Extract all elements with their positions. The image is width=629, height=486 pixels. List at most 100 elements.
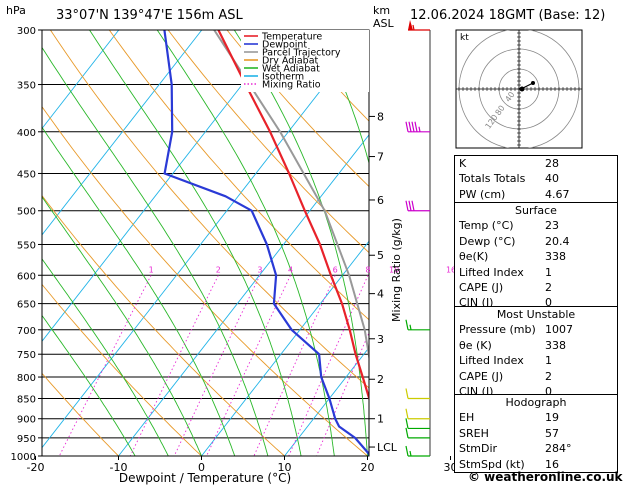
plot-frame xyxy=(41,29,370,457)
most-unstable-value: 1007 xyxy=(545,323,573,337)
wind-barb-halfflag xyxy=(418,126,421,132)
hodograph-param-value: 284° xyxy=(545,442,572,456)
wind-barb-halfflag xyxy=(409,450,412,457)
hodograph-param-label: StmSpd (kt) xyxy=(459,457,525,471)
index-label: K xyxy=(459,157,467,170)
credit-text: © weatheronline.co.uk xyxy=(468,470,623,484)
wet-adiabat-line xyxy=(42,258,169,456)
hodograph-storm-motion-point xyxy=(519,86,525,92)
km-tick-label: 5 xyxy=(377,249,384,262)
isotherm-line xyxy=(42,30,203,236)
wind-barb-flag xyxy=(408,200,412,211)
isotherm-line xyxy=(118,134,369,456)
temperature-line xyxy=(217,30,369,402)
surface-label: CAPE (J) xyxy=(459,280,504,294)
wind-barb-pennant xyxy=(408,20,413,30)
surface-row: Lifted Index 1 xyxy=(455,265,617,280)
index-label: PW (cm) xyxy=(459,187,506,201)
km-tick-label: 3 xyxy=(377,333,384,346)
index-value: 28 xyxy=(545,157,559,170)
wet-adiabat-line xyxy=(42,196,202,456)
hodograph-param-value: 16 xyxy=(545,457,559,471)
hodograph-param-label: SREH xyxy=(459,426,489,440)
surface-value: 20.4 xyxy=(545,234,570,248)
pressure-tick-label: 800 xyxy=(17,373,36,384)
surface-value: 1 xyxy=(545,265,552,279)
datetime-title: 12.06.2024 18GMT (Base: 12) xyxy=(410,8,606,23)
temperature-tick-label: 0 xyxy=(198,461,205,474)
wet-adiabat-line xyxy=(89,30,302,456)
wind-barb xyxy=(405,418,430,430)
hodograph-table-title: Hodograph xyxy=(455,394,617,410)
surface-value: 23 xyxy=(545,219,559,233)
most-unstable-value: 1 xyxy=(545,354,552,368)
temperature-tick-label: 20 xyxy=(361,461,375,474)
surface-panel: Surface Temp (°C) 23 Dewp (°C) 20.4 θe(K) 338… xyxy=(454,202,618,312)
wet-adiabat-line xyxy=(42,314,136,456)
km-tick-label: LCL xyxy=(377,441,398,454)
wind-barb-flag xyxy=(411,200,415,211)
wind-barb xyxy=(405,427,430,439)
mixing-ratio-line xyxy=(129,275,219,456)
mixing-ratio-label: 16 xyxy=(446,265,456,274)
mixing-ratio-label: 3 xyxy=(257,265,262,274)
wind-barb xyxy=(405,388,430,400)
surface-row: Dewp (°C) 20.4 xyxy=(455,234,617,249)
most-unstable-label: θe (K) xyxy=(459,338,492,352)
hodograph-param-row: StmSpd (kt) 16 xyxy=(455,457,617,472)
surface-row: θe(K) 338 xyxy=(455,249,617,264)
mixing-ratio-axis-label: Mixing Ratio (g/kg) xyxy=(390,218,403,322)
most-unstable-label: Pressure (mb) xyxy=(459,323,536,337)
most-unstable-row: Pressure (mb) 1007 xyxy=(455,322,617,337)
wet-adiabat-line xyxy=(317,30,369,165)
hodograph-param-row: SREH 57 xyxy=(455,426,617,441)
mixing-ratio-line xyxy=(253,275,336,456)
parcel-trajectory-line xyxy=(213,30,369,362)
wind-barb xyxy=(405,319,430,331)
temperature-tick-label: 10 xyxy=(278,461,292,474)
km-tick-label: 7 xyxy=(377,151,384,164)
surface-title: Surface xyxy=(455,202,617,218)
isotherm-line xyxy=(617,30,629,456)
legend-label: Wet Adiabat xyxy=(262,64,320,75)
pressure-tick-label: 700 xyxy=(17,326,36,337)
dry-adiabat-line xyxy=(50,30,369,389)
asl-unit-label: ASL xyxy=(373,17,394,30)
km-tick-label: 2 xyxy=(377,373,384,386)
wind-barb-flag xyxy=(405,388,409,399)
hodograph-unit-label: kt xyxy=(460,33,469,43)
km-unit-label: km xyxy=(373,4,391,17)
wet-adiabat-line xyxy=(42,126,236,456)
wind-barb-flag xyxy=(408,121,412,132)
wind-barb xyxy=(405,408,430,420)
wind-barb-flag xyxy=(405,319,409,330)
hodograph-param-row: StmDir 284° xyxy=(455,441,617,456)
surface-row: CAPE (J) 2 xyxy=(455,280,617,295)
index-value: 4.67 xyxy=(545,187,570,201)
mixing-ratio-label: 4 xyxy=(288,265,293,274)
most-unstable-value: 2 xyxy=(545,369,552,383)
surface-label: Dewp (°C) xyxy=(459,234,516,248)
surface-row: Temp (°C) 23 xyxy=(455,218,617,233)
wet-adiabat-line xyxy=(233,30,368,456)
indices-panel: K 28 Totals Totals 40 PW (cm) 4.67 xyxy=(454,155,618,204)
pressure-tick-label: 300 xyxy=(17,26,36,37)
km-tick-label: 6 xyxy=(377,194,384,207)
wind-barb xyxy=(408,20,430,31)
pressure-tick-label: 1000 xyxy=(11,452,36,463)
pressure-tick-label: 400 xyxy=(17,128,36,139)
wind-barb xyxy=(405,200,430,212)
most-unstable-label: Lifted Index xyxy=(459,354,524,368)
pressure-tick-label: 750 xyxy=(17,350,36,361)
hodograph-param-label: StmDir xyxy=(459,442,498,456)
wet-adiabat-line xyxy=(42,46,269,456)
dry-adiabat-line xyxy=(42,105,368,456)
surface-value: 2 xyxy=(545,280,552,294)
isotherm-line xyxy=(284,346,369,456)
most-unstable-row: θe (K) 338 xyxy=(455,338,617,353)
x-axis-label: Dewpoint / Temperature (°C) xyxy=(119,471,291,485)
pressure-tick-label: 450 xyxy=(17,169,36,180)
mixing-ratio-label: 8 xyxy=(365,265,370,274)
mixing-ratio-label: 10 xyxy=(389,265,399,274)
temperature-tick-label: -20 xyxy=(27,461,45,474)
